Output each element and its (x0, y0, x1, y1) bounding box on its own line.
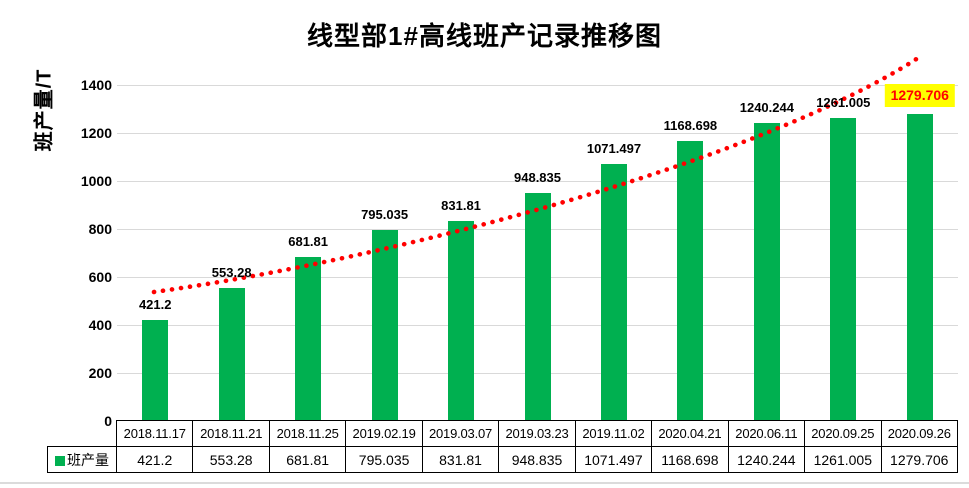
bar-value-label: 681.81 (288, 234, 329, 250)
value-cell: 1240.244 (727, 446, 806, 473)
legend-cell: 班产量 (47, 446, 117, 473)
y-tick-label: 0 (104, 413, 112, 429)
value-cell: 1168.698 (651, 446, 729, 473)
y-tick-label: 600 (88, 269, 112, 285)
date-cell: 2020.09.26 (880, 420, 958, 447)
bar-value-label: 1240.244 (739, 100, 794, 116)
bar-value-label: 1071.497 (586, 140, 642, 156)
date-cell: 2018.11.21 (192, 420, 270, 447)
date-cell: 2018.11.25 (268, 420, 347, 447)
bar (371, 230, 398, 421)
value-cell: 1071.497 (574, 446, 653, 473)
value-cell: 553.28 (192, 446, 270, 473)
y-tick-label: 1000 (80, 173, 112, 189)
bar-value-label: 948.835 (514, 170, 561, 186)
series-color-swatch-icon (55, 455, 65, 466)
date-cell: 2020.04.21 (651, 420, 729, 447)
table-row-values: 班产量 421.2 553.28 681.81 795.035 831.81 948.83… (47, 446, 958, 473)
date-cell: 2020.09.25 (804, 420, 882, 447)
date-cell: 2019.11.02 (574, 420, 653, 447)
y-tick-label: 1400 (80, 77, 112, 93)
value-cell: 795.035 (345, 446, 423, 473)
value-cell: 831.81 (421, 446, 500, 473)
table-spacer-cell (48, 421, 117, 447)
bar-value-label: 553.28 (211, 265, 252, 281)
y-tick-label: 800 (88, 221, 112, 237)
date-cell: 2018.11.17 (115, 420, 194, 447)
table-row-dates: 2018.11.17 2018.11.21 2018.11.25 2019.02.19… (48, 420, 958, 447)
bar-value-label: 831.81 (441, 198, 481, 214)
value-cell: 421.2 (115, 446, 194, 473)
bar (677, 140, 704, 421)
date-cell: 2019.02.19 (345, 420, 423, 447)
bar-value-label: 795.035 (361, 207, 409, 223)
bar-value-label: 1168.698 (663, 117, 718, 133)
value-cell: 1279.706 (880, 446, 958, 473)
bar (448, 221, 475, 421)
bar (142, 319, 169, 421)
legend-label: 班产量 (67, 451, 109, 468)
bar (524, 193, 551, 421)
bar (600, 163, 627, 421)
value-cell: 1261.005 (804, 446, 882, 473)
bar (830, 118, 857, 421)
gridline (117, 84, 958, 86)
chart-title: 线型部1#高线班产记录推移图 (307, 21, 662, 51)
bottom-divider (0, 482, 969, 484)
bar-value-label: 421.2 (138, 296, 172, 312)
bar (218, 288, 245, 421)
y-tick-label: 200 (88, 365, 112, 381)
date-cell: 2020.06.11 (727, 420, 806, 447)
bar (295, 257, 322, 421)
y-tick-label: 400 (88, 317, 112, 333)
date-cell: 2019.03.07 (421, 420, 500, 447)
date-cell: 2019.03.23 (498, 420, 576, 447)
bar-value-label: 1261.005 (816, 95, 871, 111)
bar-value-label-highlighted: 1279.706 (884, 83, 955, 107)
value-cell: 681.81 (268, 446, 347, 473)
bar (753, 123, 780, 421)
data-table: 2018.11.17 2018.11.21 2018.11.25 2019.02.19… (47, 420, 958, 473)
value-cell: 948.835 (498, 446, 576, 473)
y-tick-label: 1200 (80, 125, 112, 141)
bar (906, 113, 933, 421)
